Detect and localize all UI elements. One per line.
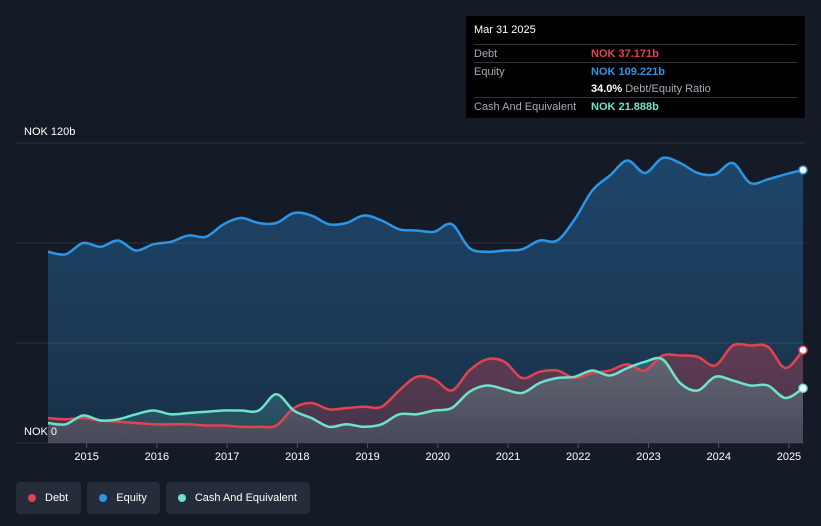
x-tick-label: 2024 xyxy=(706,451,730,463)
tooltip-ratio-value: 34.0% xyxy=(591,82,623,95)
legend-label-cash: Cash And Equivalent xyxy=(194,492,297,504)
series-areas xyxy=(48,157,803,443)
legend-dot-cash xyxy=(177,494,186,502)
legend-item-equity[interactable]: Equity xyxy=(87,482,160,514)
tooltip-row-cash: Cash And Equivalent NOK 21.888b xyxy=(474,97,797,115)
tooltip-cash-value: NOK 21.888b xyxy=(591,100,659,113)
cash-line xyxy=(47,356,804,429)
cash-end-marker[interactable] xyxy=(798,383,808,394)
y-axis-top-label: NOK 120b xyxy=(24,126,75,138)
legend-item-debt[interactable]: Debt xyxy=(16,482,82,514)
x-tick-label: 2021 xyxy=(496,451,520,463)
chart-legend: Debt Equity Cash And Equivalent xyxy=(16,482,310,514)
legend-dot-equity xyxy=(99,494,108,502)
tooltip-debt-value: NOK 37.171b xyxy=(591,47,659,60)
x-tick-label: 2018 xyxy=(285,451,309,463)
x-axis: 2015 2016 2017 2018 2019 2020 2021 2022 2023 2024… xyxy=(74,443,801,463)
debt-end-marker[interactable] xyxy=(798,345,808,355)
x-tick-label: 2016 xyxy=(145,451,169,463)
tooltip-row-equity: Equity NOK 109.221b xyxy=(474,62,797,80)
x-tick-label: 2022 xyxy=(566,451,590,463)
x-tick-label: 2015 xyxy=(74,451,98,463)
legend-label-debt: Debt xyxy=(45,492,69,504)
tooltip-cash-label: Cash And Equivalent xyxy=(474,100,577,113)
x-tick-label: 2023 xyxy=(636,451,660,463)
cash-area xyxy=(48,357,803,443)
tooltip-ratio-label: Debt/Equity Ratio xyxy=(625,82,711,95)
legend-label-equity: Equity xyxy=(116,492,147,504)
series-end-markers xyxy=(798,165,808,394)
legend-dot-debt xyxy=(28,494,36,502)
x-tick-label: 2017 xyxy=(215,451,239,463)
x-tick-label: 2025 xyxy=(777,451,801,463)
tooltip-row-ratio: 34.0% Debt/Equity Ratio xyxy=(474,80,797,97)
y-axis-bottom-label: NOK 0 xyxy=(24,426,57,438)
tooltip-debt-label: Debt xyxy=(474,47,498,60)
tooltip-equity-label: Equity xyxy=(474,65,505,78)
tooltip-date: Mar 31 2025 xyxy=(474,24,536,36)
series-lines xyxy=(47,156,804,429)
equity-line xyxy=(47,156,804,256)
legend-item-cash[interactable]: Cash And Equivalent xyxy=(165,482,310,514)
data-tooltip: Mar 31 2025 Debt NOK 37.171b Equity NOK … xyxy=(466,16,805,118)
tooltip-row-debt: Debt NOK 37.171b xyxy=(474,44,797,62)
x-tick-label: 2019 xyxy=(355,451,379,463)
debt-line xyxy=(47,342,804,429)
equity-end-marker[interactable] xyxy=(798,165,808,175)
x-tick-label: 2020 xyxy=(426,451,450,463)
tooltip-equity-value: NOK 109.221b xyxy=(591,65,665,78)
